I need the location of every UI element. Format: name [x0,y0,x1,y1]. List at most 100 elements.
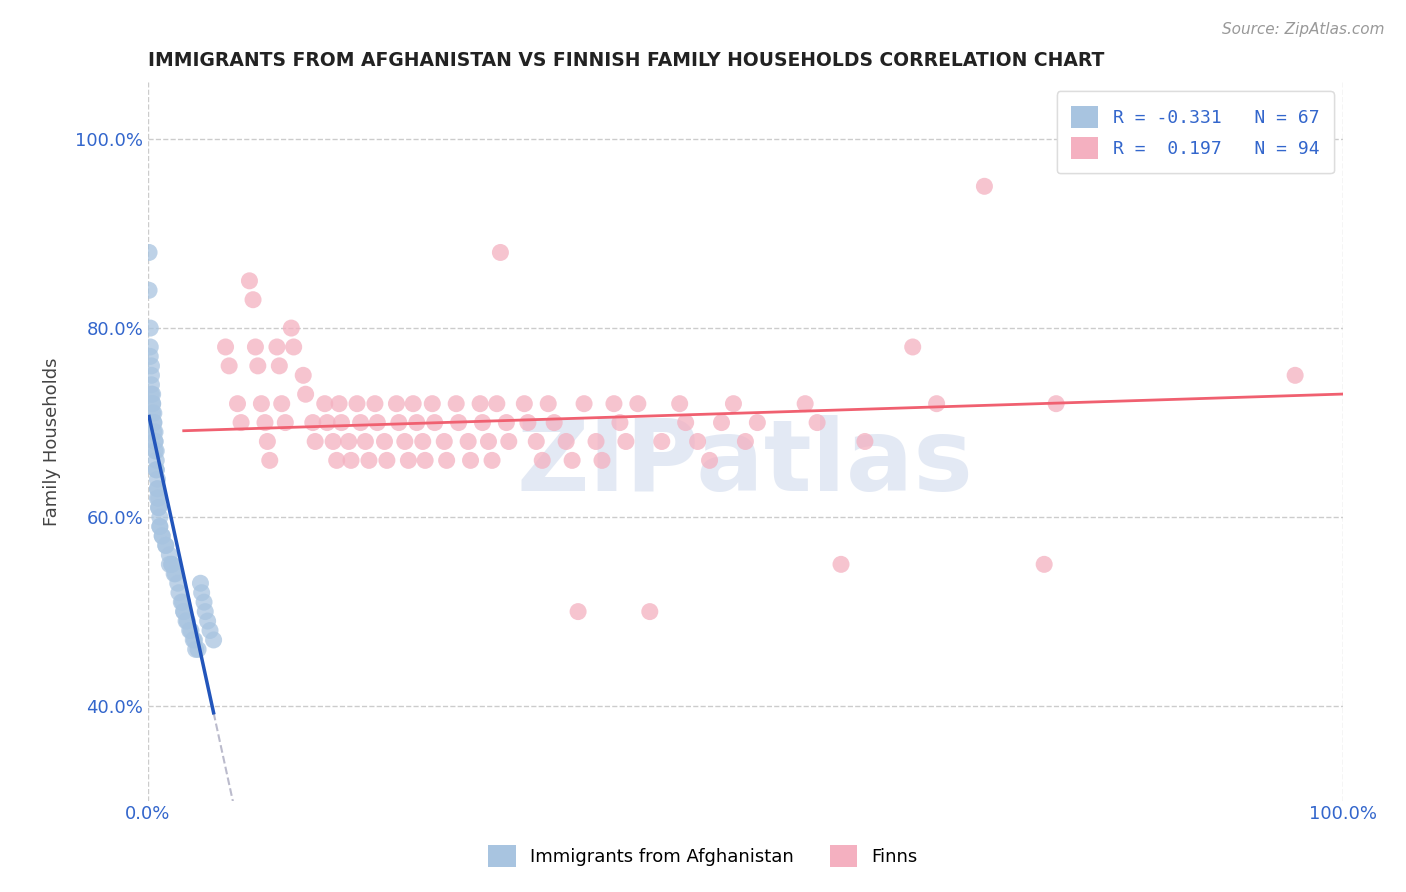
Point [328,397,350,411]
Point [145,463,167,477]
Point [226,397,249,411]
Point [141,359,163,373]
Point [901,340,924,354]
Point [668,397,690,411]
Point [266,340,288,354]
Point [330,416,353,430]
Point [498,434,520,449]
Point [229,416,252,430]
Point [675,416,697,430]
Point [651,434,673,449]
Point [853,434,876,449]
Point [1177,132,1199,146]
Point [973,179,995,194]
Point [585,434,607,449]
Point [142,406,165,420]
Point [173,605,195,619]
Point [166,576,188,591]
Point [925,397,948,411]
Point [256,434,278,449]
Point [150,529,173,543]
Point [157,548,180,562]
Point [1045,397,1067,411]
Point [143,425,166,439]
Point [259,453,281,467]
Point [614,434,637,449]
Point [366,416,388,430]
Point [274,416,297,430]
Point [402,397,425,411]
Point [516,416,538,430]
Point [543,416,565,430]
Point [412,434,434,449]
Point [146,472,169,486]
Point [304,434,326,449]
Point [142,416,165,430]
Point [181,632,204,647]
Point [139,321,162,335]
Point [447,416,470,430]
Point [139,350,162,364]
Point [143,434,166,449]
Point [354,434,377,449]
Point [294,387,316,401]
Point [524,434,547,449]
Point [301,416,323,430]
Point [183,632,205,647]
Point [322,434,344,449]
Point [197,614,219,628]
Point [340,453,363,467]
Point [734,434,756,449]
Point [142,425,165,439]
Text: IMMIGRANTS FROM AFGHANISTAN VS FINNISH FAMILY HOUSEHOLDS CORRELATION CHART: IMMIGRANTS FROM AFGHANISTAN VS FINNISH F… [148,51,1104,70]
Point [167,585,190,599]
Point [145,463,167,477]
Point [723,397,745,411]
Point [830,558,852,572]
Text: ZIPatlas: ZIPatlas [517,415,974,511]
Point [567,605,589,619]
Point [245,340,267,354]
Point [375,453,398,467]
Point [149,510,172,524]
Point [603,397,626,411]
Point [148,500,170,515]
Point [145,444,167,458]
Point [141,387,163,401]
Point [142,416,165,430]
Point [270,397,292,411]
Point [172,595,194,609]
Point [699,453,721,467]
Point [142,406,165,420]
Legend: R = -0.331   N = 67, R =  0.197   N = 94: R = -0.331 N = 67, R = 0.197 N = 94 [1057,91,1334,173]
Point [160,558,183,572]
Point [174,614,197,628]
Point [253,416,276,430]
Point [173,827,195,841]
Point [337,434,360,449]
Y-axis label: Family Households: Family Households [44,357,60,525]
Point [190,585,212,599]
Point [686,434,709,449]
Point [591,453,613,467]
Point [325,453,347,467]
Point [405,416,427,430]
Point [157,558,180,572]
Point [471,416,494,430]
Point [283,340,305,354]
Point [710,416,733,430]
Point [238,274,260,288]
Point [806,416,828,430]
Point [436,453,458,467]
Point [373,434,395,449]
Point [141,377,163,392]
Point [187,642,209,657]
Point [146,491,169,506]
Point [423,416,446,430]
Point [485,397,508,411]
Point [184,642,207,657]
Point [1033,558,1056,572]
Point [513,397,536,411]
Point [385,397,408,411]
Point [269,359,291,373]
